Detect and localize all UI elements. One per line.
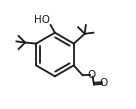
Text: O: O [87,70,95,80]
Text: O: O [99,78,107,88]
Text: HO: HO [34,14,50,25]
